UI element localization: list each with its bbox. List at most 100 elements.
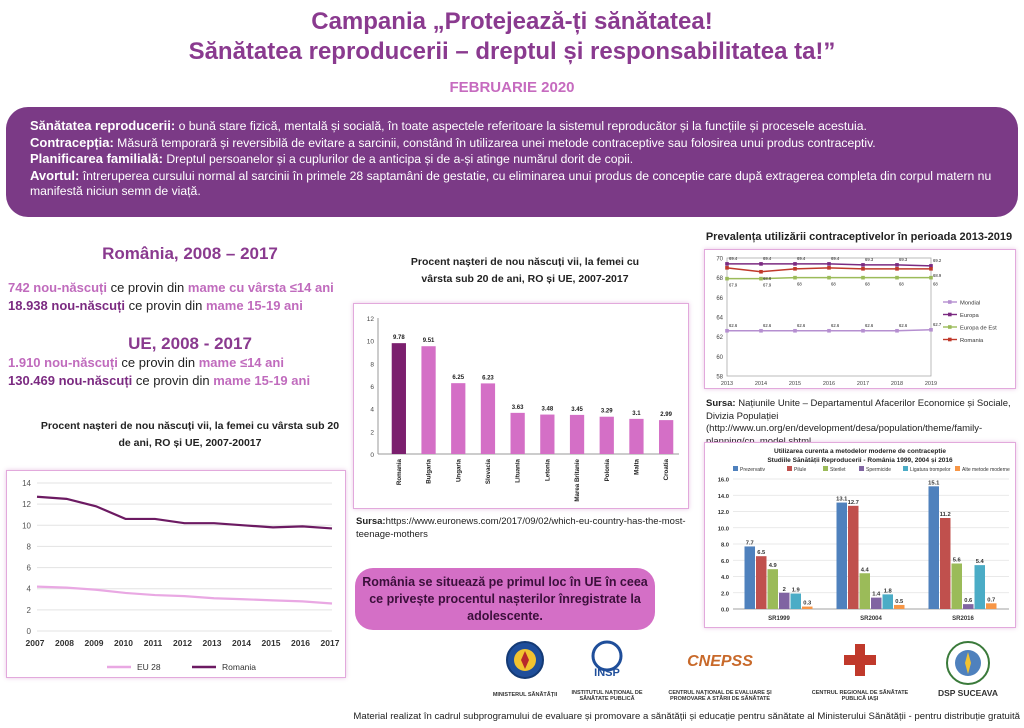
series-point [861, 328, 865, 333]
campaign-title-line1: Campania „Protejează-ți sănătatea! [311, 8, 713, 35]
y-tick-label: 6 [27, 564, 32, 573]
bar-value-label: 0.3 [803, 601, 812, 607]
logos-row: MINISTERUL SĂNĂTĂȚII INSP INSTITUTUL NAȚ… [490, 640, 1010, 706]
definitions-box: Sănătatea reproducerii: o bună stare fiz… [6, 107, 1018, 217]
legend-label: Romania [960, 338, 984, 344]
legend-label: EU 28 [137, 662, 161, 672]
data-label: 69.4 [797, 256, 806, 261]
definition-text: întreruperea cursului normal al sarcinii… [30, 168, 992, 199]
data-label: 68 [831, 282, 836, 287]
x-category-label: SR2004 [860, 616, 882, 622]
stat-number: 18.938 nou-născuți [8, 298, 126, 313]
y-tick-label: 4 [370, 407, 374, 414]
y-tick-label: 58 [716, 375, 723, 381]
series-point [861, 267, 865, 271]
legend-marker [948, 325, 952, 329]
stat-group: mame 15-19 ani [213, 373, 311, 388]
data-label: 69.3 [899, 257, 908, 262]
definition-term: Planificarea familială: [30, 151, 163, 166]
legend-swatch [955, 466, 960, 471]
x-category-label: Croatia [663, 458, 670, 480]
data-label: 68.9 [933, 273, 942, 278]
crsp-cross-icon [844, 644, 876, 676]
bar [756, 556, 767, 609]
x-tick-label: 2019 [925, 381, 937, 387]
campaign-title-line2: Sănătatea reproducerii – dreptul și resp… [188, 38, 836, 65]
y-tick-label: 62 [716, 335, 723, 341]
series-point [895, 263, 899, 267]
bar [928, 486, 939, 609]
x-tick-label: 2017 [857, 381, 869, 387]
data-label: 69.2 [933, 258, 942, 263]
y-tick-label: 12 [22, 500, 31, 509]
bar [974, 565, 985, 609]
x-tick-label: 2013 [203, 638, 222, 648]
x-tick-label: 2012 [173, 638, 192, 648]
logo-label: MINISTERUL SĂNĂTĂȚII [492, 692, 558, 698]
insp-mark: INSP [594, 667, 620, 679]
definition-reproductive-health: Sănătatea reproducerii: o bună stare fiz… [30, 118, 1005, 135]
data-label: 62.7 [933, 322, 942, 327]
y-tick-label: 6 [370, 384, 374, 391]
stat-group: mame 15-19 ani [205, 298, 303, 313]
y-tick-label: 2.0 [721, 591, 729, 597]
data-label: 62.6 [865, 323, 874, 328]
definition-term: Sănătatea reproducerii: [30, 118, 176, 133]
logo-label: CENTRUL REGIONAL DE SĂNĂTATE PUBLICĂ IAȘ… [811, 690, 909, 702]
bar [802, 606, 813, 609]
x-category-label: Lituania [515, 458, 522, 482]
x-category-label: Marea Britanie [574, 458, 581, 501]
bar [569, 414, 585, 454]
series-line-eu-28 [36, 585, 333, 605]
legend-label: Mondial [960, 301, 980, 307]
logo-label: CENTRUL NAȚIONAL DE EVALUARE ȘI PROMOVAR… [668, 690, 772, 702]
logo-ministry: MINISTERUL SĂNĂTĂȚII [490, 640, 560, 698]
bar-value-label: 3.45 [571, 407, 583, 413]
y-tick-label: 10 [22, 521, 31, 530]
logo-label: DSP SUCEAVA [938, 688, 998, 698]
stat-number: 1.910 nou-născuți [8, 355, 118, 370]
y-tick-label: 8.0 [721, 543, 729, 549]
x-category-label: Ungaria [455, 458, 462, 482]
bar-value-label: 6.5 [757, 550, 766, 556]
bar-value-label: 9.51 [423, 338, 435, 344]
bar [894, 604, 905, 609]
y-tick-label: 70 [716, 257, 723, 263]
bar [871, 597, 882, 609]
bar-value-label: 5.6 [953, 558, 962, 564]
bar [629, 418, 644, 454]
legend-label: Pilule [794, 467, 806, 473]
bar [790, 593, 801, 609]
bar [599, 416, 614, 454]
bar-value-label: 3.63 [512, 405, 524, 411]
logo-insp: INSP INSTITUTUL NAȚIONAL DE SĂNĂTATE PUB… [570, 640, 644, 702]
x-tick-label: 2011 [144, 638, 163, 648]
legend-swatch [733, 466, 738, 471]
source-label: Sursa: [356, 516, 386, 527]
x-tick-label: 2018 [891, 381, 903, 387]
y-tick-label: 14.0 [718, 494, 729, 500]
source-url[interactable]: https://www.euronews.com/2017/09/02/whic… [356, 516, 686, 540]
bar [391, 343, 406, 454]
y-tick-label: 0 [27, 627, 32, 636]
x-tick-label: 2015 [789, 381, 801, 387]
y-tick-label: 64 [716, 316, 723, 322]
x-tick-label: 2009 [85, 638, 104, 648]
bar [986, 603, 997, 609]
x-tick-label: 2014 [232, 638, 251, 648]
bar [744, 546, 755, 609]
legend-label: Alte metode moderne [962, 467, 1010, 473]
bar-value-label: 5.4 [976, 559, 985, 565]
bar [963, 604, 974, 609]
data-label: 62.6 [797, 323, 806, 328]
data-label: 68 [933, 282, 938, 287]
definition-text: Dreptul persoanelor și a cuplurilor de a… [162, 152, 634, 166]
bar-chart-title: Procent nașteri de nou născuți vii, la f… [410, 256, 640, 285]
legend-marker [948, 300, 952, 304]
y-tick-label: 6.0 [721, 559, 729, 565]
footer-note: Material realizat în cadrul subprogramul… [353, 711, 1020, 722]
y-tick-label: 12.0 [718, 510, 729, 516]
bar [659, 420, 674, 454]
x-tick-label: 2008 [55, 638, 74, 648]
y-tick-label: 12 [367, 316, 375, 323]
